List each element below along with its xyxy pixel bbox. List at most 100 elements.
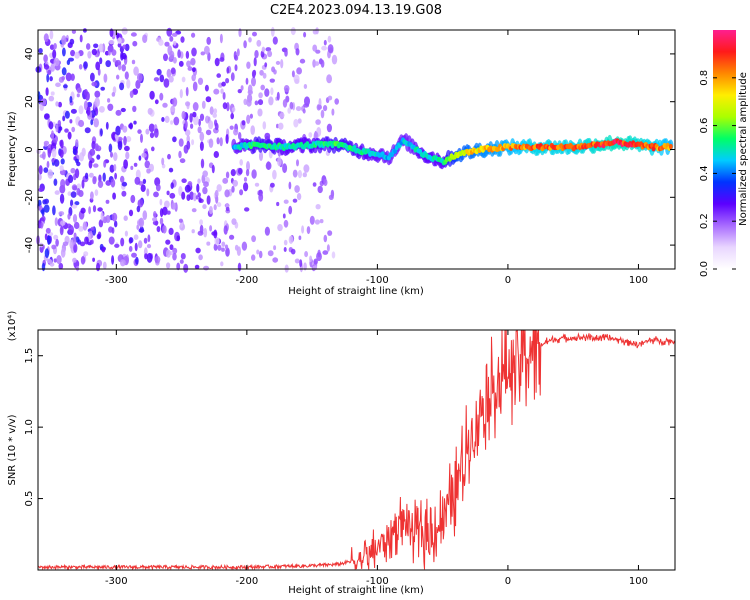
noise-blob bbox=[88, 160, 93, 169]
noise-blob bbox=[231, 107, 236, 112]
noise-blob bbox=[46, 160, 50, 169]
noise-blob bbox=[178, 60, 184, 67]
noise-blob bbox=[213, 108, 218, 114]
noise-blob bbox=[294, 185, 300, 193]
noise-blob bbox=[84, 236, 89, 245]
noise-blob bbox=[251, 235, 256, 243]
noise-blob bbox=[132, 105, 137, 113]
noise-blob bbox=[251, 254, 256, 261]
noise-blob bbox=[303, 103, 310, 108]
noise-blob bbox=[53, 234, 59, 241]
noise-blob bbox=[154, 255, 161, 264]
noise-blob bbox=[221, 81, 226, 87]
noise-blob bbox=[42, 151, 46, 160]
noise-blob bbox=[154, 128, 159, 133]
noise-blob bbox=[191, 67, 196, 73]
noise-blob bbox=[43, 54, 48, 63]
noise-blob bbox=[164, 115, 170, 123]
noise-blob bbox=[161, 117, 165, 122]
noise-blob bbox=[115, 109, 122, 116]
noise-blob bbox=[292, 169, 298, 178]
noise-blob bbox=[331, 54, 338, 65]
noise-blob bbox=[239, 159, 243, 166]
noise-blob bbox=[214, 122, 219, 131]
noise-blob bbox=[276, 91, 280, 101]
noise-blob bbox=[244, 207, 250, 212]
noise-blob bbox=[130, 32, 137, 37]
noise-blob bbox=[185, 50, 190, 59]
noise-blob bbox=[138, 228, 145, 233]
noise-blob bbox=[61, 35, 67, 46]
snr-y-multiplier: (x10⁴) bbox=[7, 311, 18, 342]
noise-blob bbox=[142, 178, 147, 184]
noise-blob bbox=[271, 66, 276, 73]
noise-blob bbox=[323, 234, 328, 243]
noise-blob bbox=[293, 118, 299, 128]
noise-blob bbox=[83, 61, 88, 69]
noise-blob bbox=[90, 226, 95, 231]
noise-blob bbox=[134, 176, 141, 185]
noise-blob bbox=[275, 60, 281, 65]
noise-blob bbox=[56, 255, 62, 265]
noise-blob bbox=[181, 76, 186, 83]
noise-blob bbox=[136, 205, 141, 213]
spectrogram-y-axis-label: Frequency (Hz) bbox=[7, 111, 18, 187]
noise-blob bbox=[225, 206, 230, 212]
noise-blob bbox=[74, 51, 80, 59]
noise-blob bbox=[79, 241, 86, 247]
noise-blob bbox=[319, 219, 324, 224]
noise-blob bbox=[153, 211, 157, 218]
noise-blob bbox=[262, 121, 267, 130]
noise-blob bbox=[123, 159, 128, 170]
colorbar: 0.0 0.2 0.4 0.6 0.8 Normalized spectral ampl… bbox=[699, 30, 749, 277]
noise-blob bbox=[176, 262, 181, 271]
noise-blob bbox=[257, 99, 264, 106]
noise-blob bbox=[146, 252, 153, 263]
noise-blob bbox=[153, 191, 159, 198]
noise-blob bbox=[156, 226, 161, 233]
noise-blob bbox=[179, 259, 184, 264]
noise-blob bbox=[170, 120, 174, 125]
noise-blob bbox=[146, 168, 151, 174]
figure-title: C2E4.2023.094.13.19.G08 bbox=[270, 3, 442, 18]
noise-blob bbox=[202, 170, 208, 178]
noise-blob bbox=[49, 262, 55, 267]
y-tick-label: 1.5 bbox=[24, 348, 35, 364]
noise-blob bbox=[58, 262, 64, 270]
noise-blob bbox=[100, 86, 105, 91]
noise-blob bbox=[294, 258, 300, 264]
noise-blob bbox=[121, 52, 127, 60]
noise-blob bbox=[135, 79, 141, 89]
noise-blob bbox=[52, 205, 56, 216]
noise-blob bbox=[233, 128, 239, 136]
noise-blob bbox=[169, 244, 174, 251]
noise-blob bbox=[168, 167, 174, 173]
noise-blob bbox=[113, 164, 117, 172]
noise-blob bbox=[191, 32, 196, 38]
noise-blob bbox=[204, 84, 209, 92]
noise-blob bbox=[290, 248, 296, 255]
noise-blob bbox=[267, 250, 274, 257]
noise-blob bbox=[43, 64, 50, 70]
noise-blob bbox=[142, 210, 148, 221]
noise-blob bbox=[129, 237, 134, 244]
noise-blob bbox=[133, 66, 139, 76]
noise-blob bbox=[151, 146, 155, 152]
noise-blob bbox=[166, 262, 171, 269]
noise-blob bbox=[213, 151, 219, 158]
noise-blob bbox=[70, 108, 77, 114]
noise-blob bbox=[148, 123, 155, 133]
noise-blob bbox=[134, 242, 138, 252]
x-tick-label: 100 bbox=[629, 275, 648, 286]
noise-blob bbox=[43, 140, 50, 146]
noise-blob bbox=[327, 95, 333, 101]
noise-blob bbox=[133, 234, 139, 240]
noise-blob bbox=[289, 101, 294, 110]
noise-blob bbox=[117, 42, 122, 48]
noise-blob bbox=[55, 82, 61, 88]
noise-blob bbox=[320, 59, 325, 68]
noise-blob bbox=[264, 88, 270, 97]
noise-blob bbox=[224, 189, 230, 198]
noise-blob bbox=[190, 123, 194, 129]
noise-blob bbox=[138, 217, 145, 228]
